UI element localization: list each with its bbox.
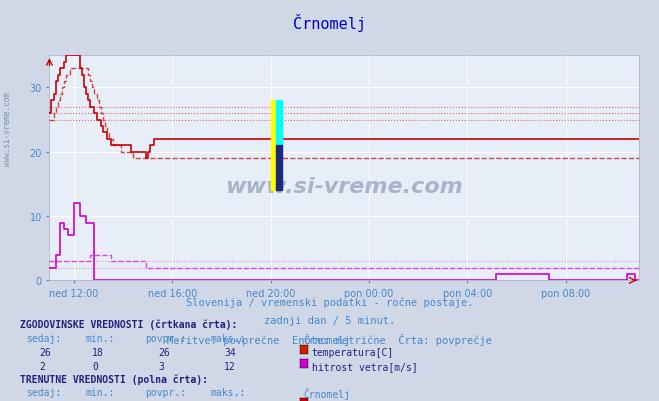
Text: povpr.:: povpr.:: [145, 334, 186, 344]
Text: 12: 12: [224, 361, 236, 371]
Text: 27: 27: [158, 400, 170, 401]
Text: min.:: min.:: [86, 334, 115, 344]
Text: Črnomelj: Črnomelj: [303, 387, 350, 399]
Text: www.si-vreme.com: www.si-vreme.com: [225, 176, 463, 196]
Bar: [271, 101, 276, 191]
Text: temperatura[C]: temperatura[C]: [312, 400, 394, 401]
Bar: [276, 101, 282, 146]
Text: 35: 35: [224, 400, 236, 401]
Text: ZGODOVINSKE VREDNOSTI (črtkana črta):: ZGODOVINSKE VREDNOSTI (črtkana črta):: [20, 319, 237, 329]
Text: 26: 26: [40, 347, 51, 357]
Text: hitrost vetra[m/s]: hitrost vetra[m/s]: [312, 361, 417, 371]
Text: www.si-vreme.com: www.si-vreme.com: [3, 91, 13, 165]
Text: 18: 18: [92, 347, 104, 357]
Text: 19: 19: [92, 400, 104, 401]
Text: zadnji dan / 5 minut.: zadnji dan / 5 minut.: [264, 315, 395, 325]
Text: TRENUTNE VREDNOSTI (polna črta):: TRENUTNE VREDNOSTI (polna črta):: [20, 374, 208, 384]
Text: 2: 2: [40, 361, 45, 371]
Text: 0: 0: [92, 361, 98, 371]
Text: temperatura[C]: temperatura[C]: [312, 347, 394, 357]
Bar: [276, 146, 282, 191]
Text: 22: 22: [40, 400, 51, 401]
Text: sedaj:: sedaj:: [26, 334, 61, 344]
Text: Črnomelj: Črnomelj: [293, 14, 366, 32]
Text: maks.:: maks.:: [211, 387, 246, 397]
Text: 3: 3: [158, 361, 164, 371]
Text: Meritve: povprečne  Enote: metrične  Črta: povprečje: Meritve: povprečne Enote: metrične Črta:…: [167, 333, 492, 345]
Text: Črnomelj: Črnomelj: [303, 334, 350, 346]
Text: sedaj:: sedaj:: [26, 387, 61, 397]
Text: min.:: min.:: [86, 387, 115, 397]
Text: 26: 26: [158, 347, 170, 357]
Text: maks.:: maks.:: [211, 334, 246, 344]
Text: povpr.:: povpr.:: [145, 387, 186, 397]
Text: 34: 34: [224, 347, 236, 357]
Text: Slovenija / vremenski podatki - ročne postaje.: Slovenija / vremenski podatki - ročne po…: [186, 297, 473, 307]
